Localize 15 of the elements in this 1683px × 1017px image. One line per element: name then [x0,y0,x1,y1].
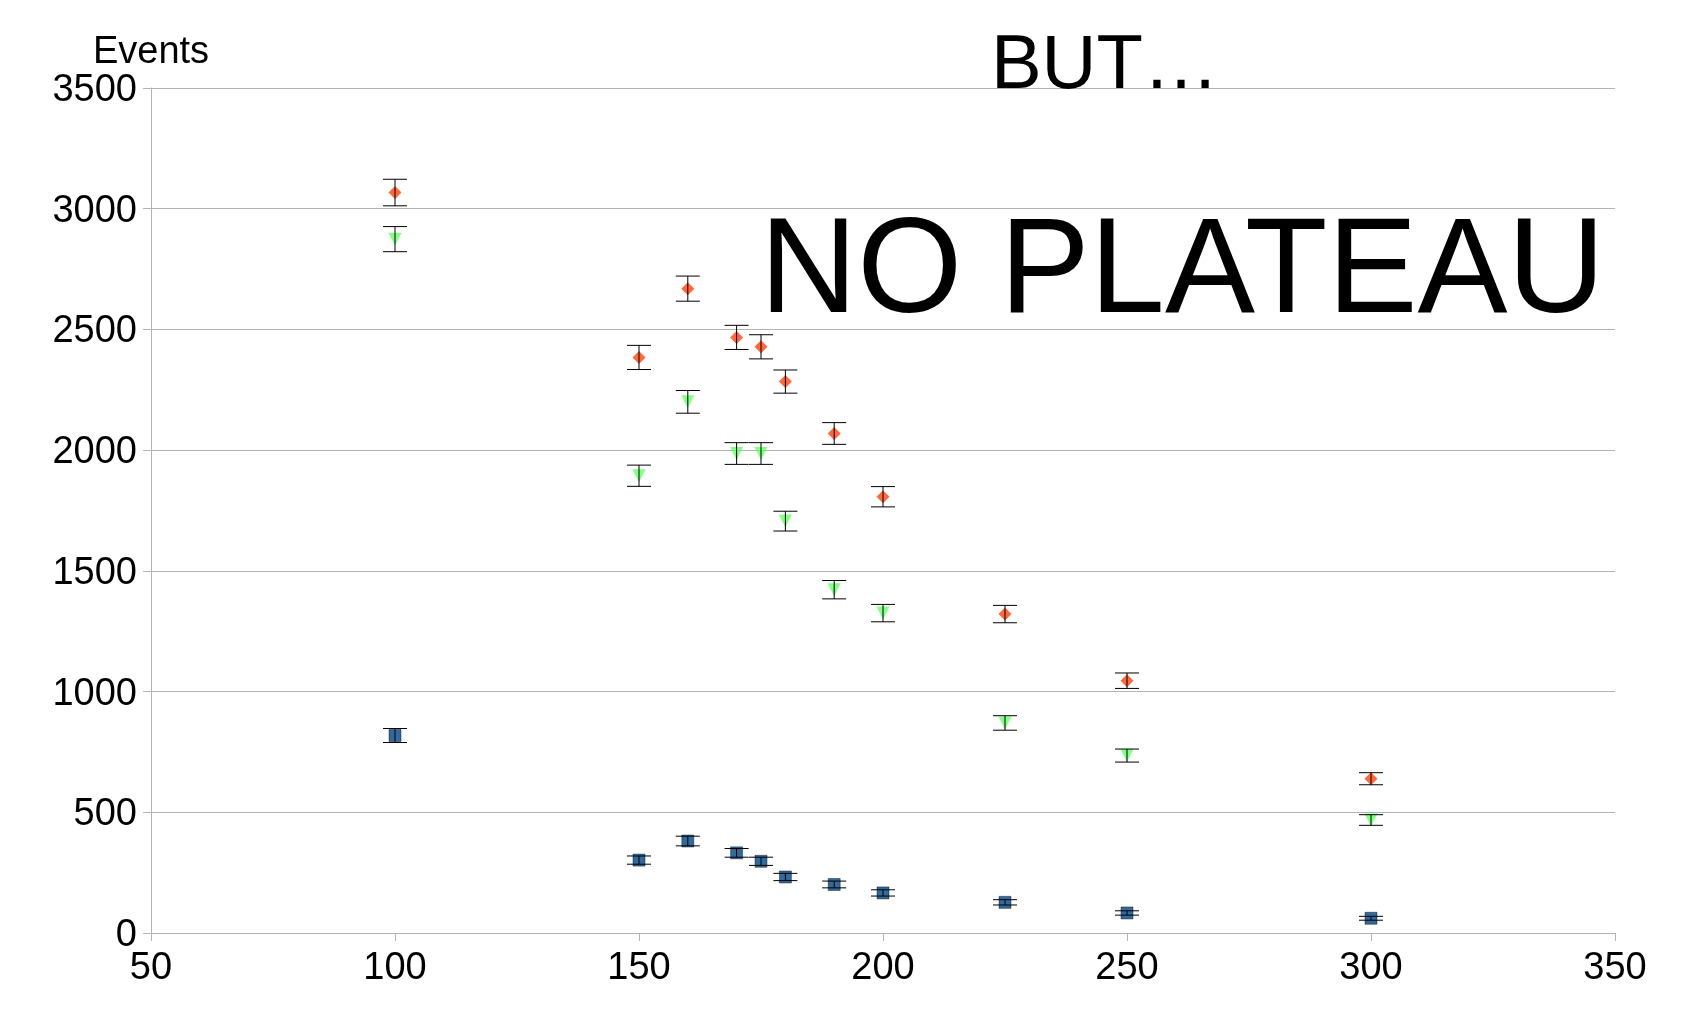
x-tick-label: 350 [1583,945,1647,987]
y-tick-label: 3000 [52,187,137,230]
y-tick-label: 2500 [52,308,137,351]
chart-title: BUT… [990,18,1219,104]
y-tick-label: 500 [73,791,137,834]
x-tick-label: 150 [607,945,671,987]
x-tick-label: 50 [129,945,173,987]
y-tick-label: 2000 [52,429,137,472]
y-tick-label: 1000 [52,670,137,713]
x-tick-label: 200 [851,945,915,987]
x-tick-label: 250 [1095,945,1159,987]
y-tick-label: 1500 [52,549,137,592]
x-tick-label: 300 [1339,945,1403,987]
x-tick-label: 100 [363,945,427,987]
annotation: NO PLATEAU [759,190,1605,341]
